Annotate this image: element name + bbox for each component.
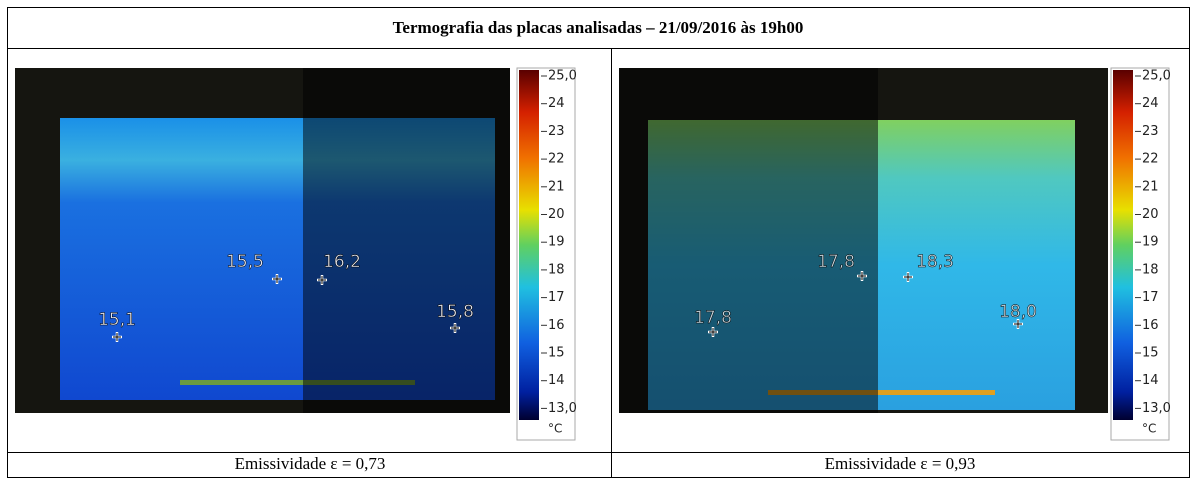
scale-label: 16 [548,318,565,333]
scale-label: 13,0 [1142,401,1171,416]
spot-temperature: 15,8 [436,302,474,322]
scale-label: 21 [1142,179,1159,194]
shaded-half [303,68,510,413]
spot-marker-core [904,273,912,281]
spot-temperature: 17,8 [694,308,732,328]
scale-label: 18 [548,262,565,277]
spot-temperature: 17,8 [817,252,855,272]
scale-label: 17 [548,290,565,305]
scale-label: 19 [548,235,565,250]
caption: Emissividade ε = 0,93 [825,454,976,473]
scale-label: 15 [1142,346,1159,361]
spot-marker-core [858,272,866,280]
scale-label: 17 [1142,290,1159,305]
scale-label: 18 [1142,262,1159,277]
scale-label: 14 [548,373,565,388]
spot-marker-core [113,333,121,341]
spot-temperature: 16,2 [323,252,361,272]
hot-strip [180,380,415,385]
thermal-panel: 25,0 24 23 22 21 20 19 18 17 16 15 14 13,0 °C 15,5 16,2… [15,67,577,473]
scale-label: 22 [548,152,565,167]
scale-label: 25,0 [1142,69,1171,84]
spot-marker-core [451,324,459,332]
scale-label: 23 [548,124,565,139]
scale-label: 15 [548,346,565,361]
scale-label: 19 [1142,235,1159,250]
colorbar [1113,70,1133,420]
spot-marker-core [1014,320,1022,328]
spot-marker-core [318,276,326,284]
scale-label: 25,0 [548,69,577,84]
spot-marker-core [709,328,717,336]
caption: Emissividade ε = 0,73 [235,454,386,473]
spot-temperature: 18,3 [916,252,954,272]
shaded-half [619,68,878,413]
scale-label: 20 [1142,207,1159,222]
scale-label: 20 [548,207,565,222]
colorbar [519,70,539,420]
spot-temperature: 15,5 [226,252,264,272]
scale-label: 16 [1142,318,1159,333]
thermal-panel: 25,0 24 23 22 21 20 19 18 17 16 15 14 13,0 °C 17,8 18,3… [619,67,1171,473]
scale-unit: °C [1142,422,1156,436]
hot-strip [768,390,995,395]
scale-label: 13,0 [548,401,577,416]
spot-marker-core [273,275,281,283]
scale-unit: °C [548,422,562,436]
table-border [7,7,1190,478]
scale-label: 23 [1142,124,1159,139]
scale-label: 24 [548,96,565,111]
table-title: Termografia das placas analisadas – 21/0… [393,18,804,37]
panels: 25,0 24 23 22 21 20 19 18 17 16 15 14 13,0 °C 15,5 16,2… [15,67,1171,473]
scale-label: 14 [1142,373,1159,388]
scale-label: 22 [1142,152,1159,167]
scale-label: 24 [1142,96,1159,111]
scale-label: 21 [548,179,565,194]
spot-temperature: 15,1 [98,310,136,330]
spot-temperature: 18,0 [999,302,1037,322]
